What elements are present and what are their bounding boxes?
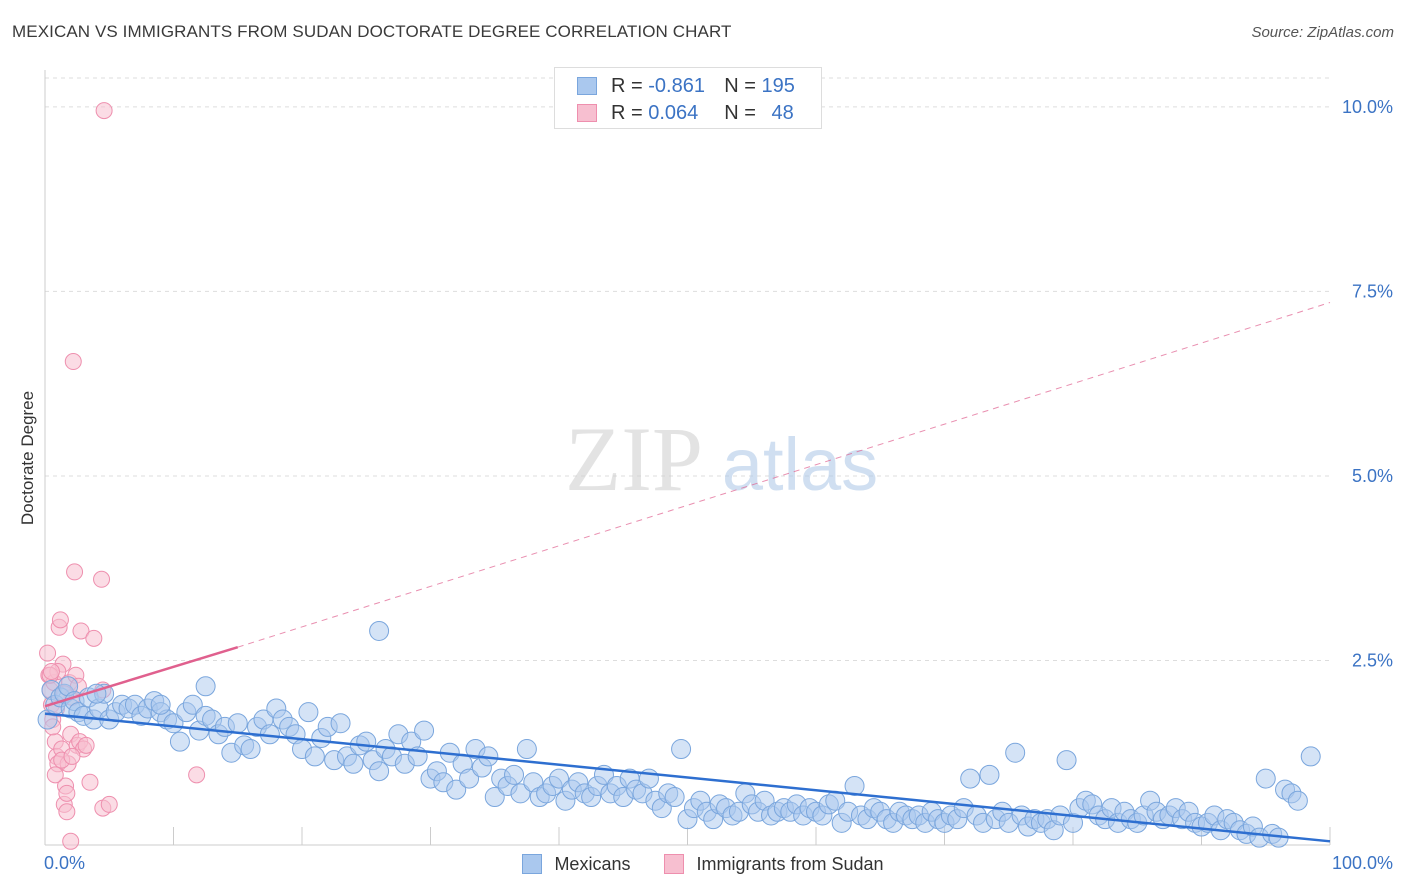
sudan-point [62,832,80,850]
mexican-point [671,739,692,760]
stats-legend: R = -0.861 N = 195 R = 0.064 N = 48 [554,67,822,129]
mexican-point [150,694,171,715]
sudan-point [95,102,113,120]
y-axis-label: Doctorate Degree [18,391,37,525]
sudan-point [51,611,69,629]
sudan-point [66,563,84,581]
tick-labels: 2.5% 5.0% 7.5% 10.0% 0.0% 100.0% [44,97,1393,873]
sudan-trend-extension [237,302,1331,648]
sudan-point [77,736,95,754]
sudan-point [64,353,82,371]
y-tick-label: 10.0% [1342,97,1393,117]
mexican-point [1300,746,1321,767]
mexican-point [369,761,390,782]
mexican-point [459,768,480,789]
legend-label-mexicans: Mexicans [554,853,631,874]
mexicans-trend-line [44,712,1331,843]
mexican-point [182,694,203,715]
watermark: ZIP atlas [565,408,878,510]
series-legend: Mexicans Immigrants from Sudan [0,851,1406,877]
mexican-point [195,676,216,697]
grid-lines [45,77,1330,661]
watermark-zip: ZIP [565,408,703,510]
mexican-point [169,731,190,752]
mexican-point [304,746,325,767]
r-value: -0.861 [648,74,705,97]
sudan-point [81,773,99,791]
n-label: N = [724,101,756,124]
mexican-point [369,620,390,641]
mexican-point [549,768,569,789]
mexican-point [1287,790,1308,811]
stats-row-mexicans: R = -0.861 N = 195 [577,74,795,98]
mexican-point [446,779,467,800]
mexican-point [414,720,435,741]
sudan-point [85,629,103,647]
sudan-point [72,622,90,640]
watermark-atlas: atlas [722,423,878,506]
x-tick-label: 100.0% [1332,853,1393,873]
y-tick-label: 7.5% [1352,281,1393,301]
sudan-swatch [577,104,597,122]
mexican-point [343,753,364,774]
sudan-point [188,766,206,784]
n-label: N = [724,74,756,97]
sudan-point [39,644,57,662]
legend-swatch-sudan [664,854,685,874]
mexican-point [298,702,319,723]
chart-title: MEXICAN VS IMMIGRANTS FROM SUDAN DOCTORA… [12,22,732,41]
sudan-point [100,795,118,813]
mexican-point [844,775,865,796]
stats-row-sudan: R = 0.064 N = 48 [577,101,794,125]
x-tick-label: 0.0% [44,853,85,873]
sudan-point [63,747,81,765]
mexican-point [504,764,525,785]
legend-item-sudan: Immigrants from Sudan [664,851,884,877]
legend-swatch-mexicans [522,854,543,874]
legend-label-sudan: Immigrants from Sudan [696,853,884,874]
mexican-point [1005,742,1026,763]
mexican-point [330,713,351,734]
n-value: 195 [761,74,795,97]
mexican-point [664,787,685,808]
mexican-point [356,731,377,752]
mexican-point [979,764,1000,785]
legend-item-mexicans: Mexicans [522,851,630,877]
sudan-point [42,663,60,681]
mexican-point [240,739,261,760]
sudan-trend-line [44,645,239,708]
sudan-point [46,766,64,784]
mexicans-swatch [577,77,597,95]
mexican-point [960,768,981,789]
sudan-point [58,803,76,821]
n-value: 48 [771,101,794,124]
sudan-point [93,570,111,588]
chart-source: Source: ZipAtlas.com [1251,24,1394,41]
trend-lines [44,302,1331,843]
r-label: R = [611,74,643,97]
sudan-point [58,784,76,802]
r-label: R = [611,101,643,124]
mexican-point [1255,768,1276,789]
mexican-point [227,713,248,734]
y-tick-label: 5.0% [1352,466,1393,486]
mexican-points [37,620,1321,848]
y-tick-label: 2.5% [1352,650,1393,670]
mexican-point [510,783,531,804]
r-value: 0.064 [648,101,699,124]
mexican-point [516,739,537,760]
mexican-point [1056,750,1077,771]
mexican-point [484,787,505,808]
